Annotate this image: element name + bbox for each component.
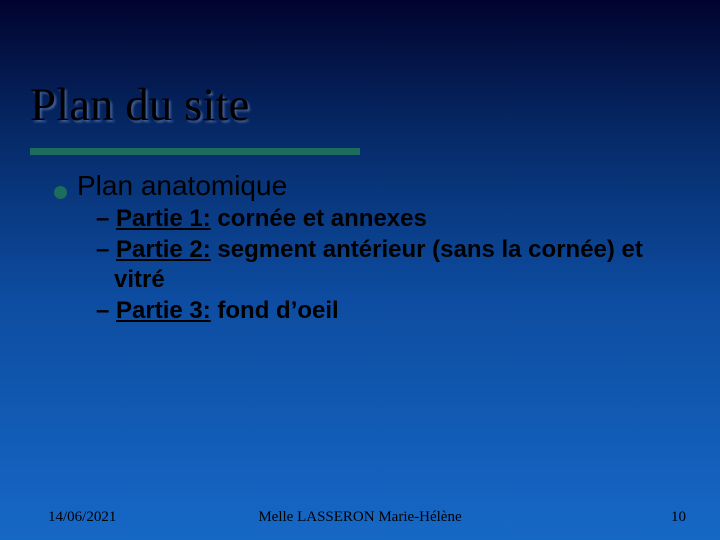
footer-author: Melle LASSERON Marie-Hélène <box>0 509 720 526</box>
item-label: Partie 2: <box>116 236 211 263</box>
bullet-level1: Plan anatomique <box>54 170 680 202</box>
slide-footer: 14/06/2021 Melle LASSERON Marie-Hélène 1… <box>0 506 720 526</box>
slide-body: Plan anatomique – Partie 1: cornée et an… <box>54 170 680 327</box>
title-underline <box>30 148 360 155</box>
list-item: – Partie 3: fond d’oeil <box>96 296 670 327</box>
bullet-level1-text: Plan anatomique <box>77 170 287 202</box>
list-item: – Partie 2: segment antérieur (sans la c… <box>96 235 670 296</box>
slide: Plan du site Plan anatomique – Partie 1:… <box>0 0 720 540</box>
bullet-dot-icon <box>54 186 67 199</box>
footer-page-number: 10 <box>671 509 686 526</box>
list-item: – Partie 1: cornée et annexes <box>96 204 670 235</box>
item-text: cornée et annexes <box>211 205 427 232</box>
item-label: Partie 1: <box>116 205 211 232</box>
slide-title: Plan du site <box>30 78 249 132</box>
dash-icon: – <box>96 236 116 263</box>
dash-icon: – <box>96 205 116 232</box>
dash-icon: – <box>96 297 116 324</box>
item-label: Partie 3: <box>116 297 211 324</box>
bullet-level2-list: – Partie 1: cornée et annexes – Partie 2… <box>96 204 670 327</box>
item-text: fond d’oeil <box>211 297 339 324</box>
